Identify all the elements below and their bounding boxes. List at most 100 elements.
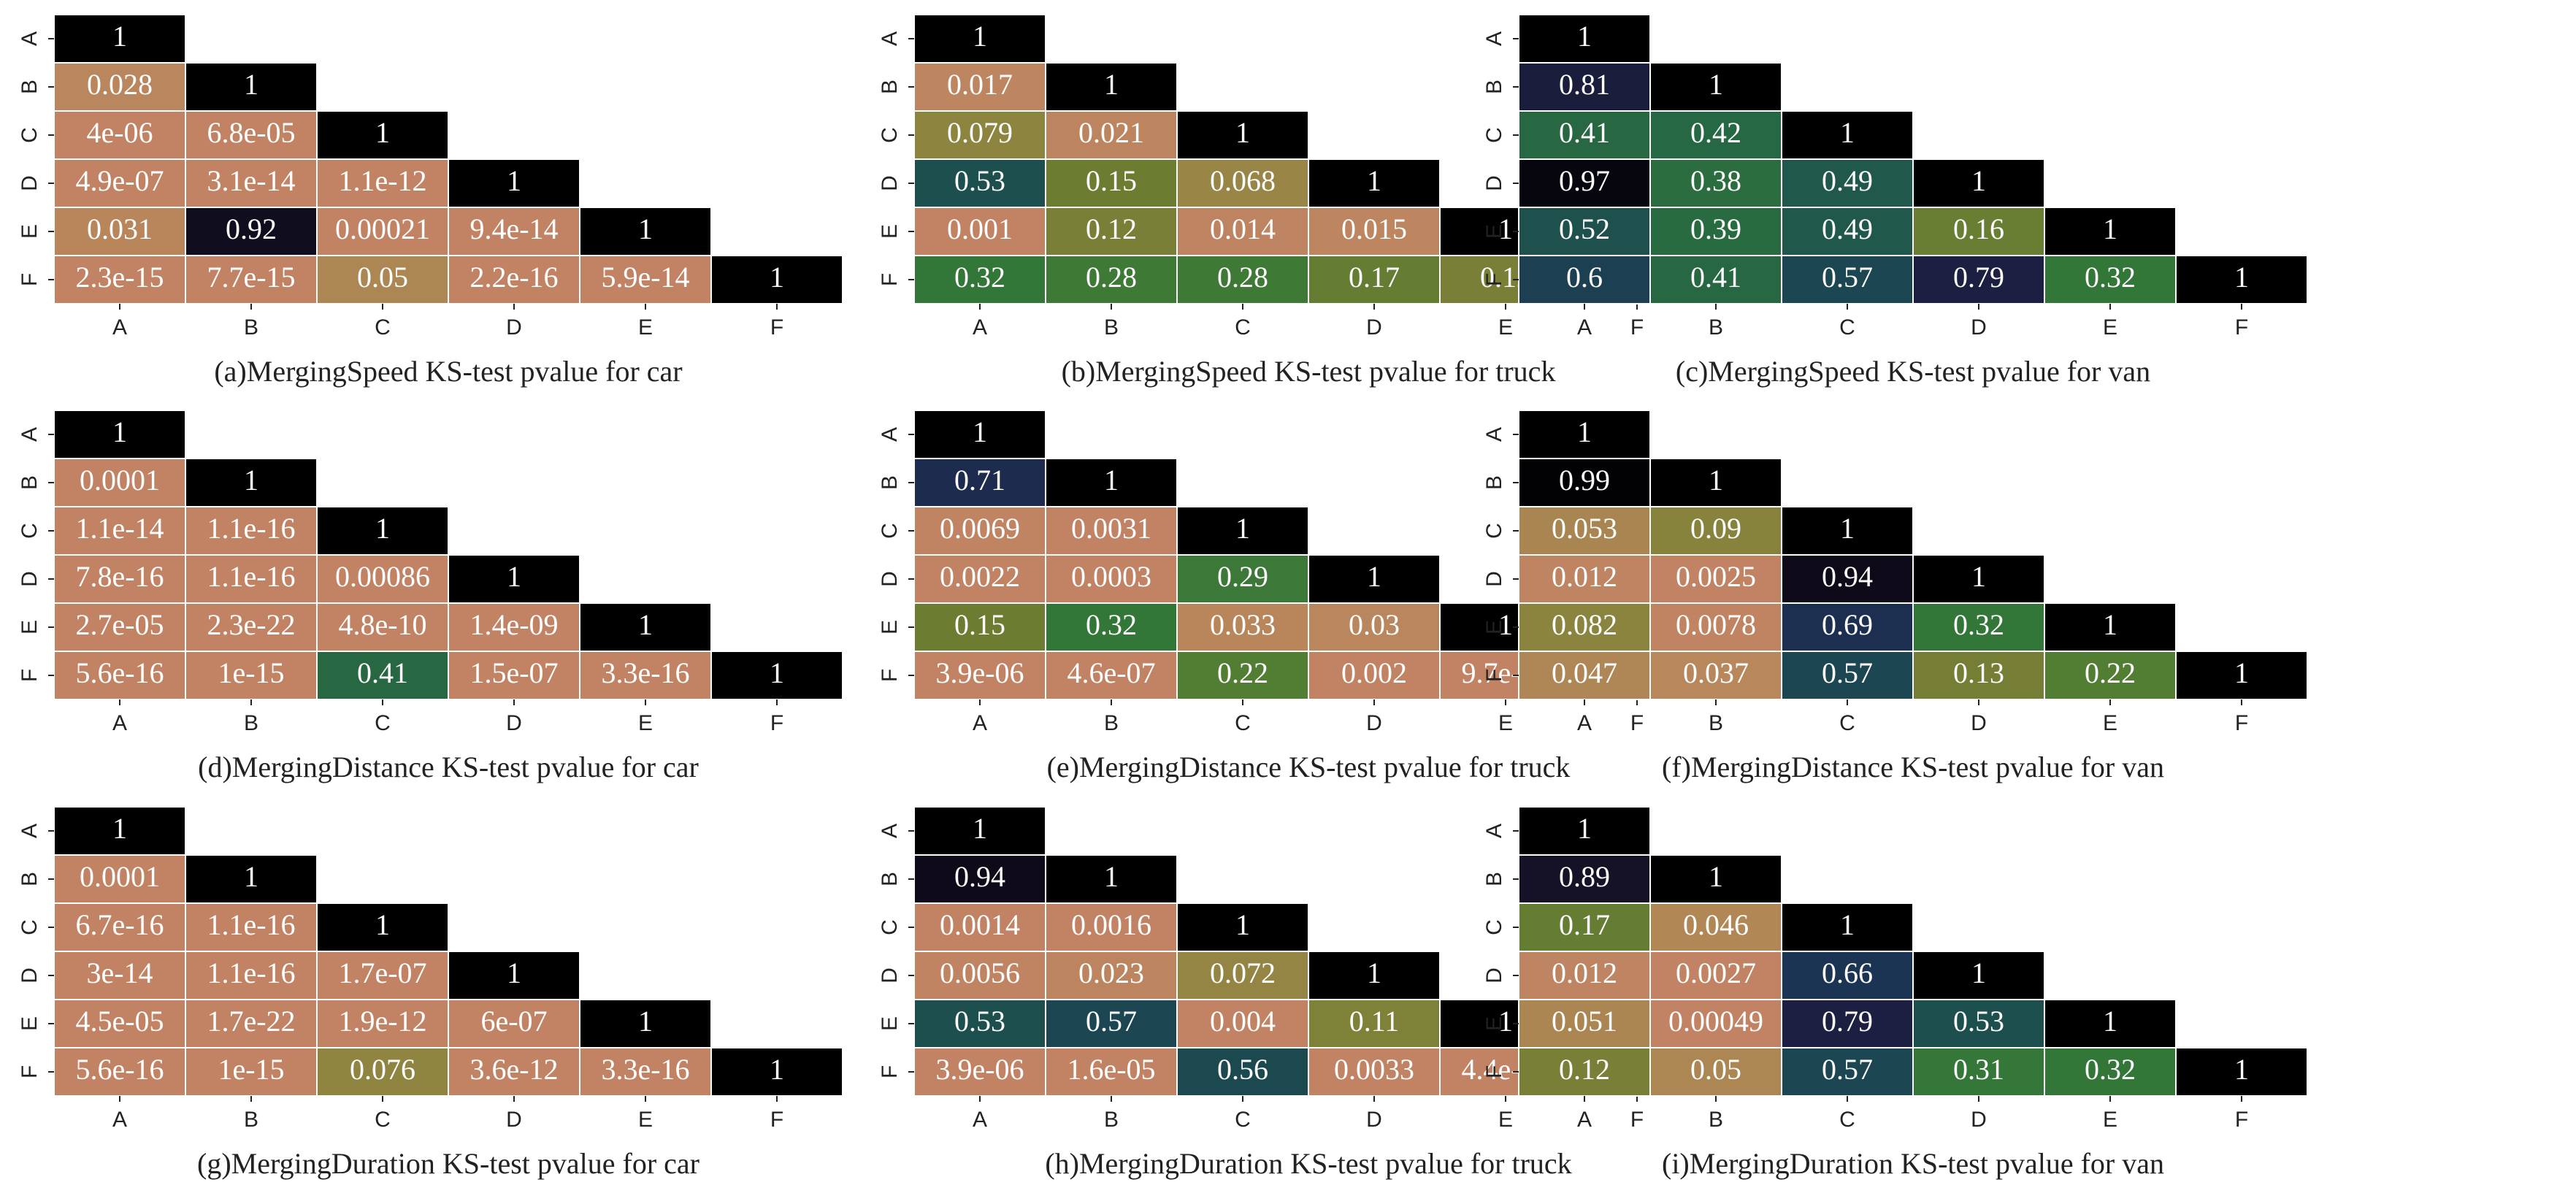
cell-value-label: 1 bbox=[1709, 464, 1723, 496]
y-tick-label: C bbox=[18, 127, 42, 143]
heatmap-cell bbox=[1045, 207, 1178, 256]
heatmap-cell bbox=[316, 951, 449, 1000]
cell-value-label: 7.7e-15 bbox=[207, 261, 295, 294]
x-tick-label: C bbox=[1839, 711, 1855, 735]
cell-value-label: 0.41 bbox=[1559, 116, 1610, 149]
x-tick-label: F bbox=[770, 711, 783, 735]
y-tick-label: C bbox=[878, 523, 902, 539]
heatmap-cell bbox=[185, 506, 318, 556]
cell-value-label: 2.3e-22 bbox=[207, 608, 295, 641]
cell-value-label: 4.5e-05 bbox=[75, 1005, 164, 1038]
heatmap-cell bbox=[1308, 951, 1441, 1000]
heatmap-cell bbox=[1518, 806, 1651, 856]
cell-value-label: 0.69 bbox=[1822, 608, 1873, 641]
cell-value-label: 0.0016 bbox=[1071, 908, 1151, 941]
cell-value-label: 4.9e-07 bbox=[75, 164, 164, 197]
heatmap-cell bbox=[1518, 410, 1651, 459]
y-tick-label: D bbox=[18, 967, 42, 983]
cell-value-label: 1 bbox=[1840, 512, 1855, 545]
cell-value-label: 1 bbox=[1840, 116, 1855, 149]
heatmap-cell bbox=[1045, 158, 1178, 208]
cell-value-label: 3.3e-16 bbox=[601, 656, 689, 689]
cell-value-label: 9.4e-14 bbox=[469, 212, 558, 245]
y-tick-label: D bbox=[1482, 967, 1506, 983]
heatmap-cell bbox=[1912, 1047, 2045, 1097]
x-tick-label: F bbox=[1630, 711, 1644, 735]
heatmap-cell bbox=[710, 1047, 843, 1097]
cell-value-label: 0.00049 bbox=[1668, 1005, 1763, 1038]
heatmap-panel: 1 0.94 1 0.0014 0.0016 1 0.0056 0.023 0.072 1 0.53… bbox=[878, 806, 1703, 1180]
cell-value-label: 1 bbox=[1367, 956, 1381, 989]
x-tick-label: D bbox=[1971, 711, 1987, 735]
heatmap-cell bbox=[53, 602, 186, 652]
cell-value-label: 4.8e-10 bbox=[338, 608, 426, 641]
x-tick-label: D bbox=[506, 315, 522, 340]
cell-value-label: 0.57 bbox=[1822, 656, 1873, 689]
y-tick-label: E bbox=[18, 224, 42, 239]
heatmap-cell bbox=[185, 255, 318, 304]
cell-value-label: 0.89 bbox=[1559, 860, 1610, 893]
heatmap-cell bbox=[1781, 902, 1914, 952]
cell-value-label: 2.2e-16 bbox=[469, 261, 558, 294]
x-tick-label: F bbox=[2235, 315, 2248, 340]
cell-value-label: 0.0025 bbox=[1676, 560, 1756, 593]
cell-value-label: 0.068 bbox=[1210, 164, 1276, 197]
heatmap-cell bbox=[2044, 651, 2177, 700]
heatmap-cell bbox=[1045, 554, 1178, 604]
x-tick-label: F bbox=[770, 315, 783, 340]
cell-value-label: 0.13 bbox=[1953, 656, 2004, 689]
y-tick-label: F bbox=[1482, 1065, 1506, 1078]
cell-value-label: 0.0001 bbox=[80, 860, 160, 893]
heatmap-cell bbox=[579, 1047, 712, 1097]
cell-value-label: 0.05 bbox=[1690, 1053, 1741, 1086]
x-tick-label: D bbox=[506, 711, 522, 735]
cell-value-label: 1 bbox=[1235, 908, 1250, 941]
cell-value-label: 1.6e-05 bbox=[1067, 1053, 1155, 1086]
cell-value-label: 1 bbox=[1577, 812, 1592, 845]
y-tick-label: A bbox=[1482, 427, 1506, 442]
heatmap-cell bbox=[1176, 506, 1309, 556]
heatmap-cell bbox=[185, 651, 318, 700]
y-tick-label: B bbox=[878, 80, 902, 94]
heatmap-cell bbox=[53, 410, 186, 459]
y-tick-label: B bbox=[18, 475, 42, 490]
cell-value-label: 3e-14 bbox=[86, 956, 153, 989]
x-tick-label: B bbox=[244, 711, 258, 735]
cell-value-label: 0.09 bbox=[1690, 512, 1741, 545]
x-tick-label: C bbox=[1235, 1108, 1251, 1132]
cell-value-label: 0.0078 bbox=[1676, 608, 1756, 641]
panel-caption: (e)MergingDistance KS-test pvalue for tr… bbox=[1047, 751, 1571, 783]
heatmap-cell bbox=[1518, 14, 1651, 64]
heatmap-cell bbox=[1649, 506, 1782, 556]
cell-value-label: 0.051 bbox=[1552, 1005, 1617, 1038]
cell-value-label: 1 bbox=[1971, 956, 1986, 989]
cell-value-label: 6.8e-05 bbox=[207, 116, 295, 149]
heatmap-cell bbox=[2044, 1047, 2177, 1097]
heatmap-cell bbox=[185, 110, 318, 160]
heatmap-cell bbox=[1045, 255, 1178, 304]
cell-value-label: 0.12 bbox=[1086, 212, 1137, 245]
cell-value-label: 0.32 bbox=[1086, 608, 1137, 641]
heatmap-cell bbox=[1781, 158, 1914, 208]
heatmap-cell bbox=[316, 158, 449, 208]
cell-value-label: 0.15 bbox=[954, 608, 1005, 641]
heatmap-cell bbox=[1649, 951, 1782, 1000]
panel-caption: (a)MergingSpeed KS-test pvalue for car bbox=[214, 355, 682, 388]
y-tick-label: D bbox=[878, 175, 902, 191]
cell-value-label: 1 bbox=[507, 560, 521, 593]
cell-value-label: 0.002 bbox=[1341, 656, 1407, 689]
cell-value-label: 0.014 bbox=[1210, 212, 1276, 245]
heatmap-cell bbox=[1518, 207, 1651, 256]
cell-value-label: 1 bbox=[638, 1005, 653, 1038]
heatmap-cell bbox=[1045, 458, 1178, 507]
x-tick-label: D bbox=[506, 1108, 522, 1132]
y-tick-label: F bbox=[1482, 669, 1506, 682]
cell-value-label: 3.9e-06 bbox=[935, 656, 1024, 689]
y-tick-label: E bbox=[18, 620, 42, 634]
x-tick-label: D bbox=[1366, 315, 1382, 340]
heatmap-cell bbox=[1308, 999, 1441, 1048]
cell-value-label: 0.53 bbox=[954, 1005, 1005, 1038]
cell-value-label: 1e-15 bbox=[218, 656, 284, 689]
heatmap-panel: 1 0.028 1 4e-06 6.8e-05 1 4.9e-07 3.1e-14 1.1e-1… bbox=[18, 14, 843, 388]
cell-value-label: 1.7e-22 bbox=[207, 1005, 295, 1038]
